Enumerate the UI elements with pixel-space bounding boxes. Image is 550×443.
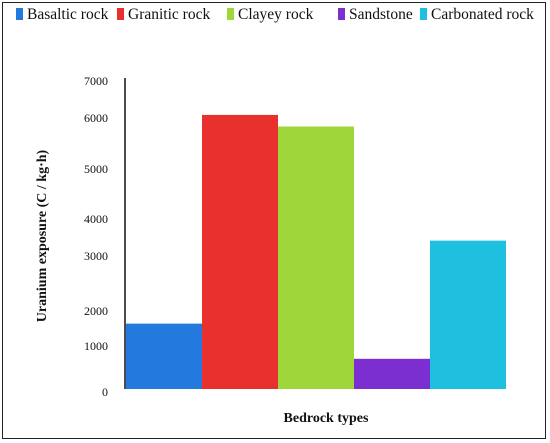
- y-tick-label-6000: 6000: [84, 111, 108, 125]
- legend-label-sandstone: Sandstone: [349, 6, 413, 23]
- y-axis-title: Uranium exposure (C / kg·h): [35, 149, 50, 322]
- bar-clayey-rock: [278, 126, 354, 390]
- legend-swatch-basaltic-rock: [16, 8, 23, 20]
- legend-label-basaltic-rock: Basaltic rock: [27, 6, 109, 23]
- y-tick-labels: 0 1000 2000 3000 4000 5000 6000 7000: [84, 74, 108, 399]
- y-tick-label-0: 0: [102, 385, 108, 399]
- y-tick-label-1000: 1000: [84, 339, 108, 353]
- legend-swatch-clayey-rock: [227, 8, 234, 20]
- x-axis-title: Bedrock types: [284, 411, 369, 426]
- legend-label-granitic-rock: Granitic rock: [128, 6, 210, 23]
- bar-basaltic-rock: [126, 323, 202, 389]
- y-tick-label-4000: 4000: [84, 212, 108, 226]
- bars: [126, 114, 506, 390]
- y-tick-label-2000: 2000: [84, 304, 108, 318]
- y-tick-label-5000: 5000: [84, 162, 108, 176]
- legend-swatch-granitic-rock: [117, 8, 124, 20]
- legend-label-clayey-rock: Clayey rock: [238, 6, 314, 23]
- bar-carbonated-rock: [430, 240, 506, 389]
- chart-frame: [2, 2, 546, 439]
- bar-sandstone: [354, 358, 430, 389]
- bar-granitic-rock: [202, 114, 278, 389]
- y-tick-label-7000: 7000: [84, 74, 108, 88]
- y-tick-label-3000: 3000: [84, 249, 108, 263]
- legend: Basaltic rock Granitic rock Clayey rock San…: [16, 6, 534, 23]
- legend-swatch-carbonated-rock: [420, 8, 427, 20]
- legend-swatch-sandstone: [338, 8, 345, 20]
- legend-label-carbonated-rock: Carbonated rock: [431, 6, 534, 23]
